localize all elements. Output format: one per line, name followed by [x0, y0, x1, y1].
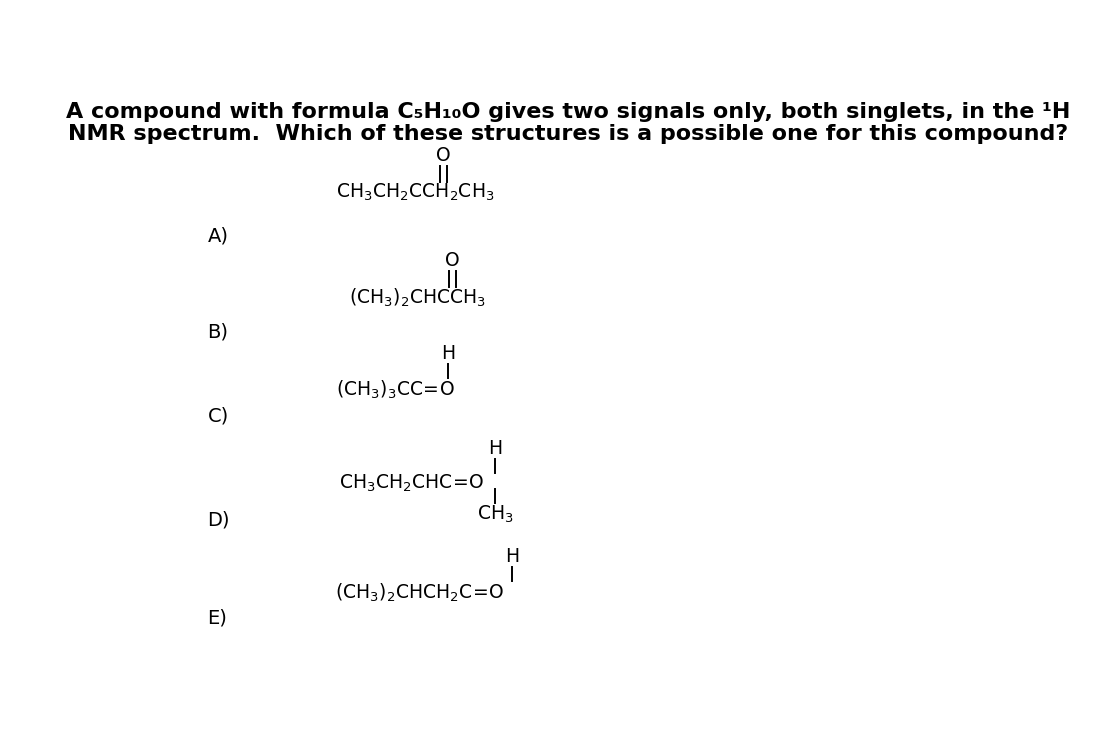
Text: CH$_3$CH$_2$CCH$_2$CH$_3$: CH$_3$CH$_2$CCH$_2$CH$_3$ — [336, 182, 495, 203]
Text: H: H — [506, 547, 519, 566]
Text: CH$_3$CH$_2$CHC$\!=\!$O: CH$_3$CH$_2$CHC$\!=\!$O — [339, 473, 485, 494]
Text: D): D) — [207, 510, 230, 529]
Text: NMR spectrum.  Which of these structures is a possible one for this compound?: NMR spectrum. Which of these structures … — [69, 124, 1068, 144]
Text: (CH$_3$)$_2$CHCCH$_3$: (CH$_3$)$_2$CHCCH$_3$ — [349, 286, 486, 309]
Text: CH$_3$: CH$_3$ — [477, 504, 513, 526]
Text: A compound with formula C₅H₁₀O gives two signals only, both singlets, in the ¹H: A compound with formula C₅H₁₀O gives two… — [67, 101, 1070, 122]
Text: C): C) — [207, 406, 228, 425]
Text: (CH$_3$)$_2$CHCH$_2$C$\!=\!$O: (CH$_3$)$_2$CHCH$_2$C$\!=\!$O — [335, 582, 503, 604]
Text: E): E) — [207, 609, 227, 628]
Text: H: H — [488, 439, 502, 458]
Text: A): A) — [207, 227, 228, 246]
Text: (CH$_3$)$_3$CC$\!=\!$O: (CH$_3$)$_3$CC$\!=\!$O — [336, 378, 455, 400]
Text: H: H — [441, 343, 455, 362]
Text: O: O — [445, 251, 459, 270]
Text: B): B) — [207, 322, 228, 341]
Text: O: O — [437, 146, 451, 165]
